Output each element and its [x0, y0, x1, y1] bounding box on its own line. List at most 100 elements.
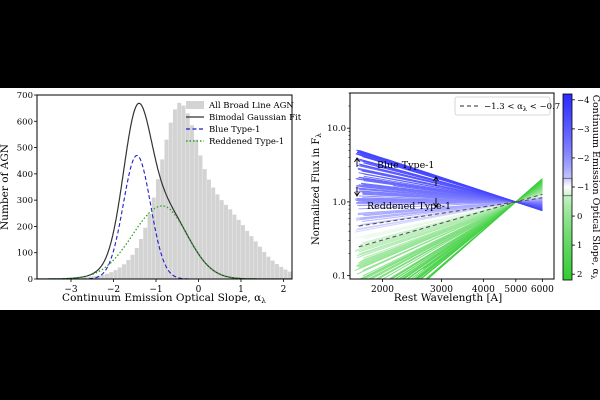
histogram-bar [309, 277, 313, 279]
histogram-bar [185, 113, 190, 279]
colorbar-ticks: −4 −3 −2 −1 0 1 2 [572, 96, 590, 280]
histogram-bar [83, 277, 88, 279]
x-tick-label: 6000 [531, 285, 554, 295]
histogram-bar [164, 139, 169, 279]
histogram-bar [215, 194, 220, 279]
histogram-bar [305, 276, 309, 279]
histogram-bar [190, 125, 194, 279]
spectrum-line [427, 178, 543, 279]
histogram-bar [253, 241, 258, 279]
histogram-bar [313, 277, 317, 279]
colorbar-tick-label: −2 [577, 154, 590, 164]
histogram-bar [122, 264, 126, 279]
histogram-bar [117, 267, 122, 279]
colorbar-tick-label: 2 [577, 270, 582, 280]
histogram-bar [160, 159, 165, 279]
x-tick-label: 1 [238, 285, 244, 295]
histogram-bar [151, 197, 156, 279]
x-tick-label: 0 [196, 285, 202, 295]
right-y-ticks: 0.1 1.0 10.0 [327, 92, 350, 282]
histogram-bar [198, 155, 203, 279]
left-y-axis-label: Number of AGN [0, 144, 11, 230]
histogram-bar [296, 275, 300, 279]
reddened-type1-curve [37, 205, 292, 279]
histogram-bar [177, 102, 182, 279]
histogram-bar [301, 276, 305, 279]
figure-svg: −3 −2 −1 0 1 2 0 100 200 300 400 500 600 700 Continu… [0, 91, 600, 305]
histogram-bar [92, 276, 97, 279]
histogram-bar [156, 179, 160, 279]
left-axes-frame [36, 94, 293, 280]
histogram-bar [224, 204, 228, 279]
histogram-bar [219, 200, 224, 279]
arrow-up-left [354, 157, 360, 167]
arrow-down-left [354, 187, 360, 197]
histogram-bar [232, 214, 237, 279]
histogram-bar [139, 239, 143, 279]
legend-label: Bimodal Gaussian Fit [209, 113, 302, 123]
arrow-up-right [433, 176, 439, 186]
x-tick-label: 5000 [504, 285, 527, 295]
histogram-bar [147, 213, 152, 279]
histogram-bar [126, 260, 131, 279]
x-tick-label: −1 [149, 285, 162, 295]
colorbar-tick-label: 0 [577, 212, 582, 222]
histogram-bar [270, 260, 275, 279]
legend-label: All Broad Line AGN [208, 101, 294, 111]
colorbar-tick-label: −1 [577, 183, 590, 193]
histogram-bar [88, 276, 92, 279]
y-tick-label: 0.1 [332, 272, 346, 282]
histogram-bar [96, 275, 101, 279]
legend-item: Bimodal Gaussian Fit [186, 113, 302, 123]
histogram-bar [322, 278, 326, 279]
histogram-bar [258, 246, 262, 279]
x-tick-label: 2 [281, 285, 287, 295]
reference-lines [358, 193, 543, 248]
y-tick-label: 1.0 [332, 198, 346, 208]
reference-slope-line [358, 193, 543, 248]
y-tick-label: 100 [17, 249, 33, 259]
histogram-bar [207, 179, 211, 279]
histogram-bars [71, 102, 326, 279]
histogram-bar [202, 169, 207, 279]
y-tick-label: 600 [17, 117, 33, 127]
histogram-bar [134, 247, 139, 279]
right-legend: −1.3 < αλ < −0.7 [454, 96, 560, 116]
histogram-bar [236, 219, 241, 279]
histogram-bar [181, 105, 186, 279]
histogram-bar [79, 277, 84, 279]
histogram-bar [262, 251, 267, 279]
figure: −3 −2 −1 0 1 2 0 100 200 300 400 500 600 700 Continu… [0, 88, 600, 310]
histogram-bar [173, 109, 177, 279]
x-tick-label: 4000 [472, 285, 495, 295]
left-legend: All Broad Line AGN Bimodal Gaussian Fit Bl… [186, 101, 302, 147]
legend-item: All Broad Line AGN [186, 101, 294, 111]
right-axes-frame [349, 92, 555, 280]
legend-item: Reddened Type-1 [186, 137, 284, 147]
histogram-bar [292, 273, 296, 279]
histogram-bar [211, 187, 216, 279]
histogram-bar [241, 225, 245, 279]
legend-label: Reddened Type-1 [209, 137, 284, 147]
histogram-bar [113, 270, 118, 279]
histogram-bar [249, 236, 254, 279]
left-y-ticks: 0 100 200 300 400 500 600 700 [17, 91, 37, 285]
y-tick-label: 700 [17, 91, 33, 101]
left-x-axis-label: Continuum Emission Optical Slope, αλ [62, 292, 266, 305]
legend-label: Blue Type-1 [209, 125, 260, 135]
histogram-bar [100, 274, 105, 279]
y-tick-label: 500 [17, 144, 33, 154]
histogram-bar [318, 278, 322, 279]
colorbar-tick-label: 1 [577, 241, 582, 251]
histogram-bar [275, 264, 279, 279]
histogram-bar [245, 230, 250, 279]
x-tick-label: −2 [107, 285, 120, 295]
colorbar-tick-label: −3 [577, 125, 590, 135]
histogram-bar [283, 269, 288, 279]
colorbar: −4 −3 −2 −1 0 1 2 Continuum Emission Optical S… [562, 93, 600, 281]
right-y-axis-label: Normalized Flux in Fλ [311, 133, 323, 245]
y-tick-label: 300 [17, 196, 33, 206]
spectra-chart: 2000 3000 4000 5000 6000 0.1 1.0 10.0 Rest Wav… [311, 92, 560, 304]
histogram-bar [266, 256, 271, 279]
histogram-bar [130, 254, 135, 279]
